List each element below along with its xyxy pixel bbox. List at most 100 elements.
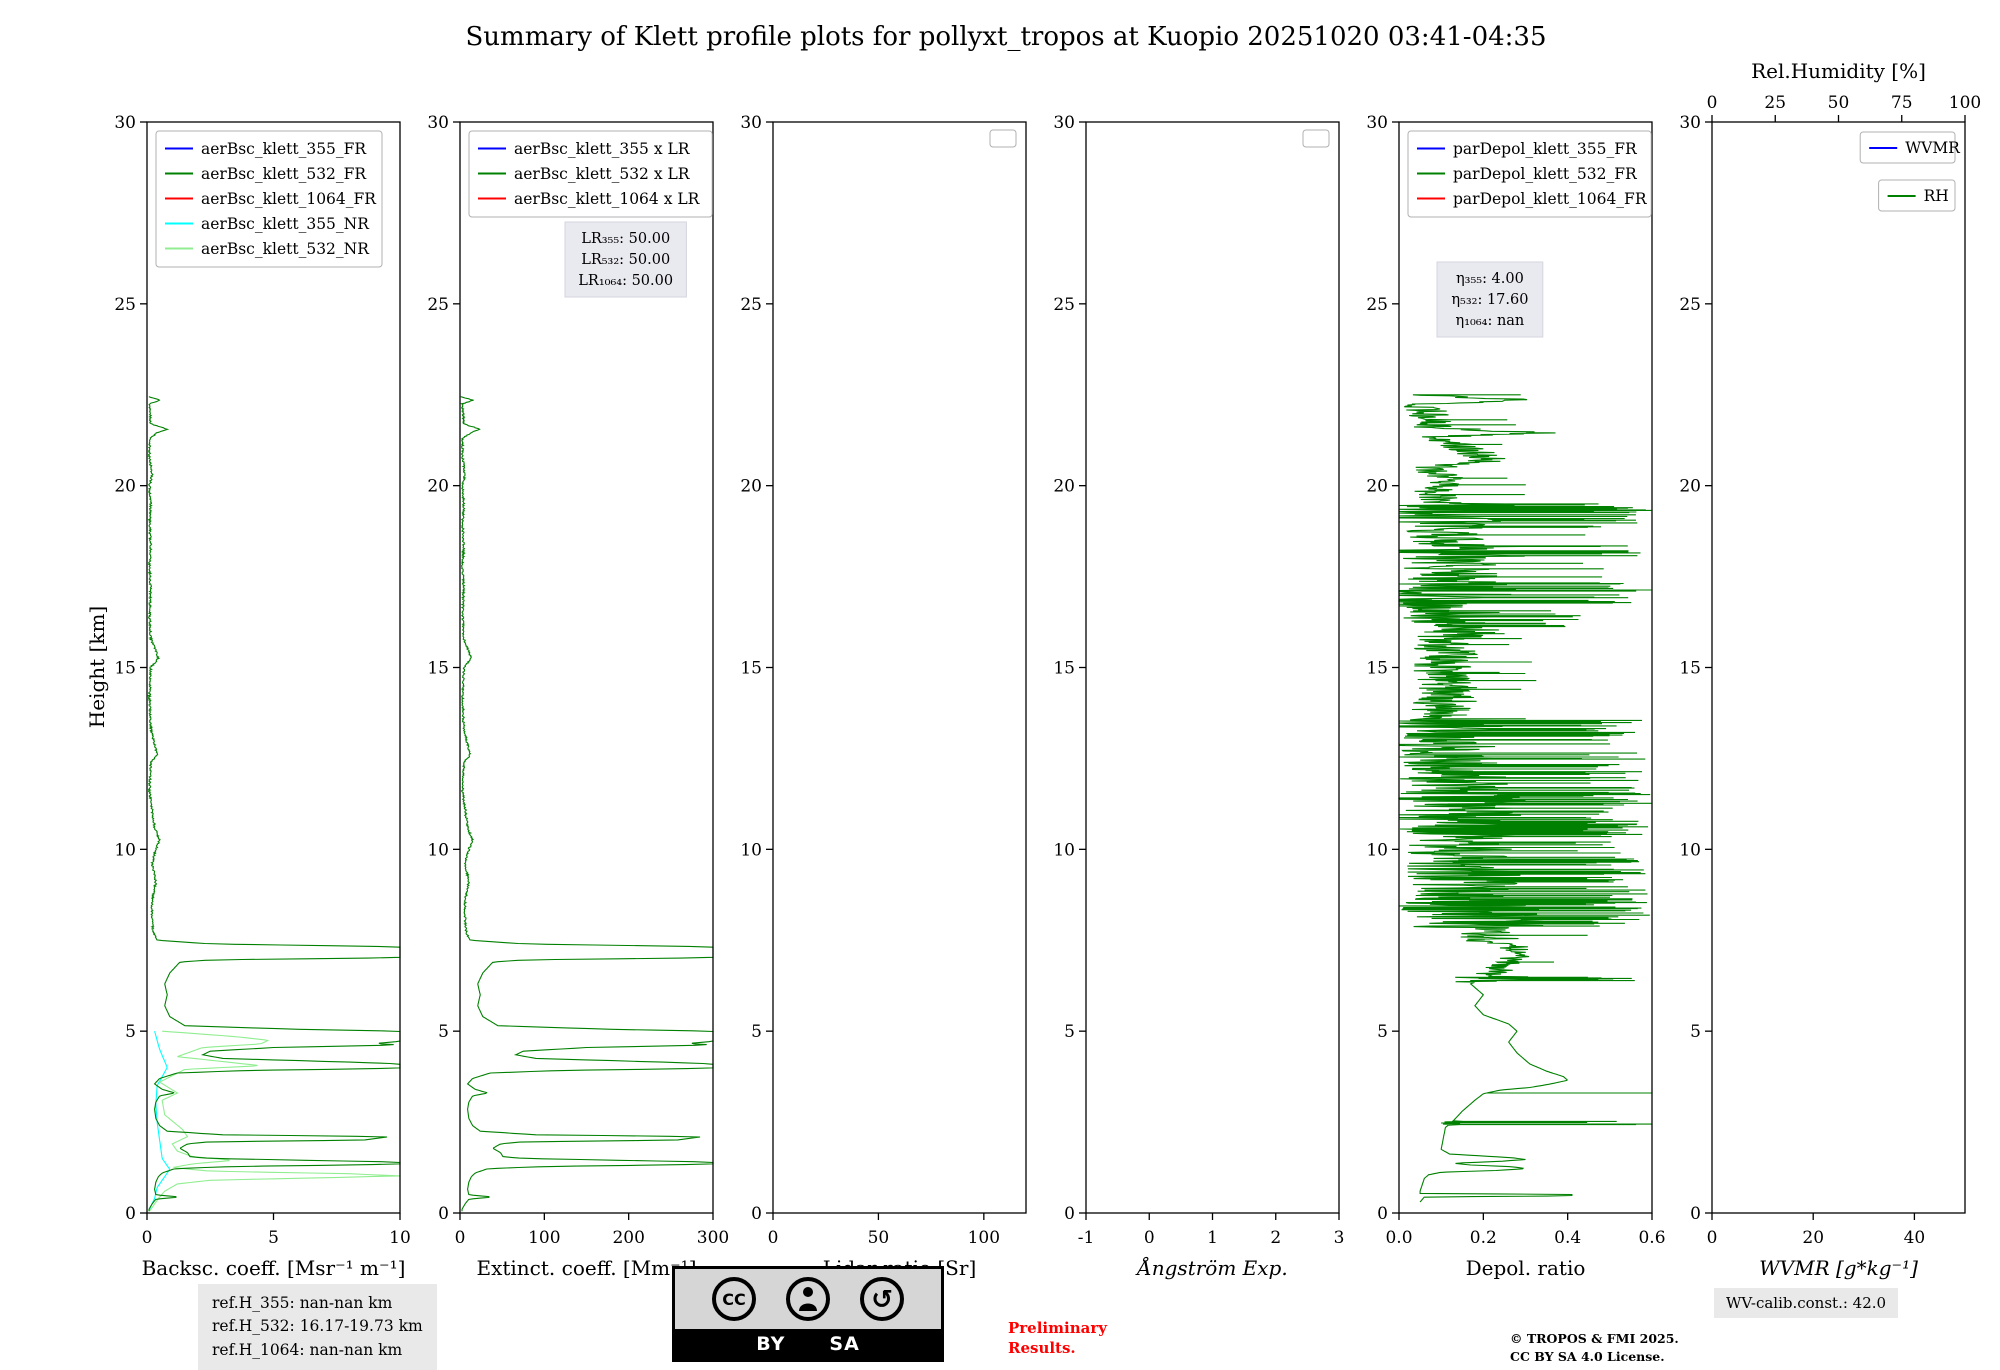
y-tick-label: 5 [1690, 1022, 1701, 1042]
series-aerBsc_klett_355_NR [148, 1031, 171, 1212]
y-tick-label: 25 [1053, 295, 1075, 315]
y-tick-label: 30 [740, 113, 762, 133]
y-tick-label: 25 [1679, 295, 1701, 315]
legend-label: RH [1924, 187, 1949, 205]
top-tick-label: 50 [1828, 93, 1850, 113]
panel-depol-ratio: 0 5 10 15 20 25 30 0.0 0.2 0.4 0.6 Depol. ratio parD… [1366, 113, 1665, 1280]
x-axis-label-angstroem: Ångström Exp. [1135, 1255, 1287, 1280]
legend-label: WVMR [1905, 139, 1961, 157]
legend-label: aerBsc_klett_1064_FR [201, 190, 377, 208]
ref-h-1064: ref.H_1064: nan-nan km [212, 1340, 403, 1359]
y-tick-label: 10 [740, 840, 762, 860]
x-tick-label: 100 [528, 1228, 560, 1248]
x-tick-label: 100 [968, 1228, 1000, 1248]
y-tick-label: 15 [1679, 659, 1701, 679]
svg-text:CC: CC [722, 1290, 745, 1309]
legend-label: aerBsc_klett_1064 x LR [514, 190, 701, 208]
x-tick-label: 0.0 [1385, 1228, 1412, 1248]
axes-box [146, 121, 401, 1214]
y-tick-label: 10 [1679, 840, 1701, 860]
series-aerBsc_klett_532_FR [147, 396, 401, 1212]
y-tick-label: 10 [427, 840, 449, 860]
y-tick-label: 20 [1679, 477, 1701, 497]
annotation-line: η₅₃₂: 17.60 [1451, 292, 1528, 308]
legend-label: aerBsc_klett_355_NR [201, 215, 370, 233]
y-tick-label: 0 [438, 1204, 449, 1224]
credit-line2: CC BY SA 4.0 License. [1510, 1349, 1665, 1365]
y-tick-label: 20 [114, 477, 136, 497]
cc-by-label: BY [756, 1333, 786, 1355]
x-tick-label: 10 [389, 1228, 411, 1248]
ref-h-355: ref.H_355: nan-nan km [212, 1294, 393, 1312]
y-tick-label: 10 [1366, 840, 1388, 860]
legend-label: aerBsc_klett_532_FR [201, 165, 367, 183]
cc-logo-icon: CC [712, 1277, 756, 1321]
y-tick-label: 30 [1679, 113, 1701, 133]
axes-box [772, 121, 1027, 1214]
x-tick-label: 20 [1802, 1228, 1824, 1248]
y-tick-label: 25 [740, 295, 762, 315]
legend-label: parDepol_klett_532_FR [1453, 165, 1638, 183]
reference-height-box: ref.H_355: nan-nan km ref.H_532: 16.17-1… [198, 1284, 437, 1370]
annotation-line: η₃₅₅: 4.00 [1456, 271, 1524, 287]
x-tick-label: 40 [1904, 1228, 1926, 1248]
legend-box [468, 130, 713, 218]
top-tick-label: 75 [1891, 93, 1913, 113]
annotation-line: η₁₀₆₄: nan [1456, 313, 1525, 329]
y-tick-label: 20 [1053, 477, 1075, 497]
preliminary-note: Preliminary Results. [1008, 1318, 1107, 1359]
top-axis-label: Rel.Humidity [%] [1751, 59, 1926, 83]
panel-wvmr: 0 5 10 15 20 25 30 0 20 40 WVMR [g*kg⁻¹] 0 25 50 75 100… [1679, 59, 1981, 1280]
y-tick-label: 15 [114, 659, 136, 679]
y-tick-label: 15 [740, 659, 762, 679]
legend-label: parDepol_klett_355_FR [1453, 140, 1638, 158]
x-axis-label-depol-ratio: Depol. ratio [1466, 1256, 1586, 1280]
y-tick-label: 30 [114, 113, 136, 133]
legend-label: aerBsc_klett_355 x LR [514, 140, 691, 158]
x-axis-label-extinction: Extinct. coeff. [Mm⁻¹] [476, 1256, 696, 1280]
preliminary-line2: Results. [1008, 1339, 1076, 1358]
y-tick-label: 20 [1366, 477, 1388, 497]
annotation-line: LR₅₃₂: 50.00 [581, 252, 670, 268]
annotation-box [564, 221, 687, 298]
panel-lidar-ratio: 051015202530050100Lidar ratio [Sr] [740, 113, 1027, 1280]
x-tick-label: 0 [142, 1228, 153, 1248]
x-axis-label-backscatter: Backsc. coeff. [Msr⁻¹ m⁻¹] [142, 1256, 406, 1280]
axes-box [1085, 121, 1340, 1214]
series-parDepol_klett_532_FR [1398, 394, 1652, 1203]
x-tick-label: 0.4 [1554, 1228, 1581, 1248]
y-tick-label: 5 [1377, 1022, 1388, 1042]
legend-box [1859, 131, 1956, 164]
series-aerBsc_klett_532_xLR [460, 396, 714, 1212]
share-alike-icon: ↺ [860, 1277, 904, 1321]
x-tick-label: 2 [1270, 1228, 1281, 1248]
y-tick-label: 0 [1064, 1204, 1075, 1224]
legend-empty [1302, 129, 1330, 148]
x-tick-label: 0 [1707, 1228, 1718, 1248]
copyright-note: © TROPOS & FMI 2025. CC BY SA 4.0 Licens… [1510, 1330, 1679, 1366]
y-tick-label: 0 [1690, 1204, 1701, 1224]
legend-label: aerBsc_klett_532 x LR [514, 165, 691, 183]
preliminary-line1: Preliminary [1008, 1319, 1107, 1337]
legend-label: aerBsc_klett_355_FR [201, 140, 367, 158]
cc-sa-label: SA [829, 1333, 860, 1355]
y-tick-label: 20 [740, 477, 762, 497]
x-tick-label: 300 [697, 1228, 729, 1248]
y-tick-label: 0 [125, 1204, 136, 1224]
attribution-person-icon [786, 1277, 830, 1321]
y-tick-label: 5 [751, 1022, 762, 1042]
x-tick-label: 0 [768, 1228, 779, 1248]
x-tick-label: -1 [1078, 1228, 1095, 1248]
y-tick-label: 30 [1053, 113, 1075, 133]
x-tick-label: 3 [1334, 1228, 1345, 1248]
x-tick-label: 0.6 [1638, 1228, 1665, 1248]
annotation-box [1436, 261, 1544, 338]
y-tick-label: 30 [1366, 113, 1388, 133]
y-tick-label: 15 [1366, 659, 1388, 679]
ref-h-532: ref.H_532: 16.17-19.73 km [212, 1317, 423, 1336]
top-tick-label: 0 [1707, 93, 1718, 113]
credit-line1: © TROPOS & FMI 2025. [1510, 1331, 1679, 1346]
